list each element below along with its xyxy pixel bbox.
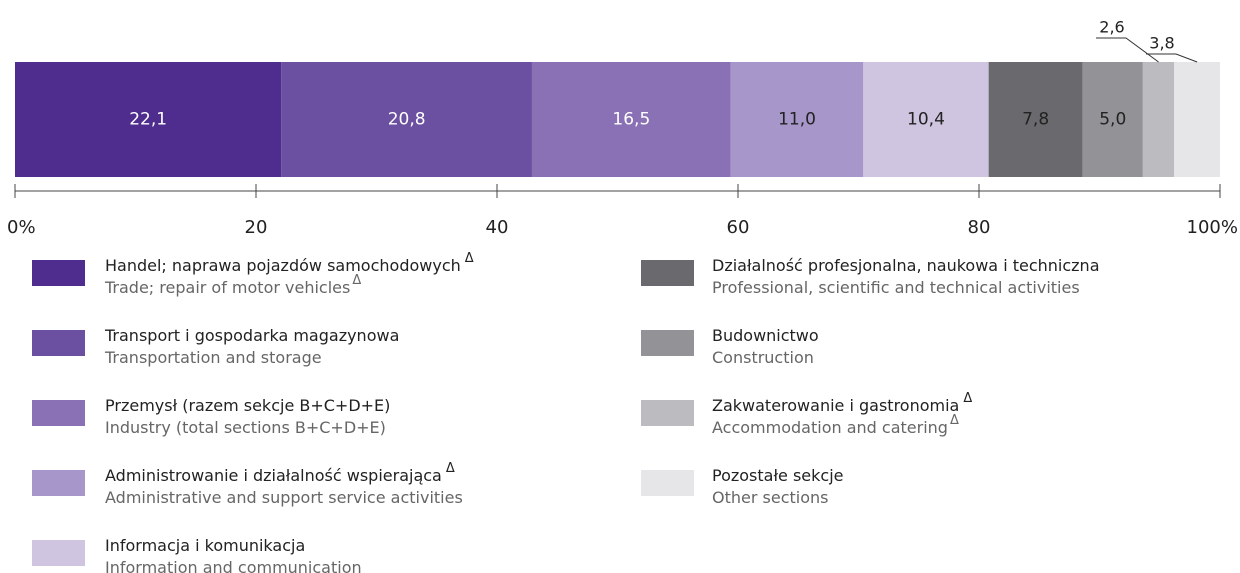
legend-label-text: Przemysł (razem sekcje B+C+D+E) [105, 396, 390, 415]
bar-segment [531, 62, 731, 177]
bar-segment [1082, 62, 1143, 177]
legend-label-text: Informacja i komunikacja [105, 536, 305, 555]
legend-label: Pozostałe sekcje [712, 466, 843, 485]
legend-swatch [641, 400, 694, 426]
value-label: 16,5 [612, 110, 650, 130]
legend-label-text: Transport i gospodarka magazynowa [104, 326, 399, 345]
legend-label: Transport i gospodarka magazynowa [104, 326, 399, 345]
legend-label-text: Działalność profesjonalna, naukowa i tec… [712, 256, 1100, 275]
legend-sublabel: Transportation and storage [104, 348, 322, 367]
value-label: 11,0 [778, 110, 816, 130]
legend-label: Zakwaterowanie i gastronomia Δ [712, 391, 972, 415]
legend-sublabel: Trade; repair of motor vehicles Δ [104, 273, 361, 297]
legend-sublabel-text: Accommodation and catering [712, 418, 948, 437]
legend-sublabel: Administrative and support service activ… [105, 488, 463, 507]
legend-sublabel-text: Construction [712, 348, 814, 367]
legend-sublabel: Accommodation and catering Δ [712, 413, 959, 437]
legend-sublabel-text: Information and communication [105, 558, 362, 573]
legend-mark: Δ [950, 413, 959, 428]
x-tick-label: 40 [486, 217, 509, 238]
value-label: 2,6 [1099, 18, 1124, 37]
legend-swatch [32, 540, 85, 566]
bar-segment [15, 62, 282, 177]
bar-segment [863, 62, 989, 177]
legend-swatch [641, 330, 694, 356]
legend-mark: Δ [446, 461, 455, 476]
bar-segment [730, 62, 864, 177]
legend-sublabel-text: Transportation and storage [104, 348, 322, 367]
bar-segment [281, 62, 532, 177]
legend-sublabel-text: Trade; repair of motor vehicles [104, 278, 350, 297]
legend-swatch [641, 470, 694, 496]
legend-label-text: Handel; naprawa pojazdów samochodowych [105, 256, 461, 275]
bar-segment [1174, 62, 1220, 177]
legend-swatch [32, 330, 85, 356]
value-label: 20,8 [388, 110, 426, 130]
x-tick-label: 20 [245, 217, 268, 238]
legend-label-text: Administrowanie i działalność wspierając… [105, 466, 442, 485]
legend-label-text: Pozostałe sekcje [712, 466, 843, 485]
value-label: 22,1 [129, 110, 167, 130]
value-label: 5,0 [1099, 110, 1126, 130]
legend-label: Działalność profesjonalna, naukowa i tec… [712, 256, 1100, 275]
value-label: 3,8 [1149, 34, 1174, 53]
legend-sublabel: Information and communication [105, 558, 362, 573]
legend-label: Administrowanie i działalność wspierając… [105, 461, 455, 485]
value-label: 7,8 [1022, 110, 1049, 130]
x-tick-label: 0% [7, 217, 36, 238]
legend-label: Informacja i komunikacja [105, 536, 305, 555]
x-tick-label: 80 [968, 217, 991, 238]
legend-mark: Δ [465, 251, 474, 266]
legend-label-text: Zakwaterowanie i gastronomia [712, 396, 959, 415]
legend-sublabel: Industry (total sections B+C+D+E) [105, 418, 386, 437]
legend-sublabel: Other sections [712, 488, 828, 507]
x-tick-label: 60 [727, 217, 750, 238]
bar-segment [1142, 62, 1175, 177]
legend-mark: Δ [963, 391, 972, 406]
leader-line [1146, 53, 1198, 63]
legend-label: Handel; naprawa pojazdów samochodowych Δ [105, 251, 474, 275]
legend-sublabel-text: Administrative and support service activ… [105, 488, 463, 507]
legend-sublabel-text: Other sections [712, 488, 828, 507]
x-tick-label: 100% [1187, 217, 1238, 238]
legend-sublabel-text: Professional, scientific and technical a… [712, 278, 1080, 297]
legend-sublabel: Construction [712, 348, 814, 367]
legend-swatch [641, 260, 694, 286]
legend-sublabel-text: Industry (total sections B+C+D+E) [105, 418, 386, 437]
legend-swatch [32, 400, 85, 426]
value-label: 10,4 [907, 110, 945, 130]
legend-label-text: Budownictwo [712, 326, 819, 345]
legend-label: Przemysł (razem sekcje B+C+D+E) [105, 396, 390, 415]
legend-label: Budownictwo [712, 326, 819, 345]
legend-sublabel: Professional, scientific and technical a… [712, 278, 1080, 297]
legend-mark: Δ [352, 273, 361, 288]
legend-swatch [32, 260, 85, 286]
bar-segment [988, 62, 1083, 177]
legend-swatch [32, 470, 85, 496]
